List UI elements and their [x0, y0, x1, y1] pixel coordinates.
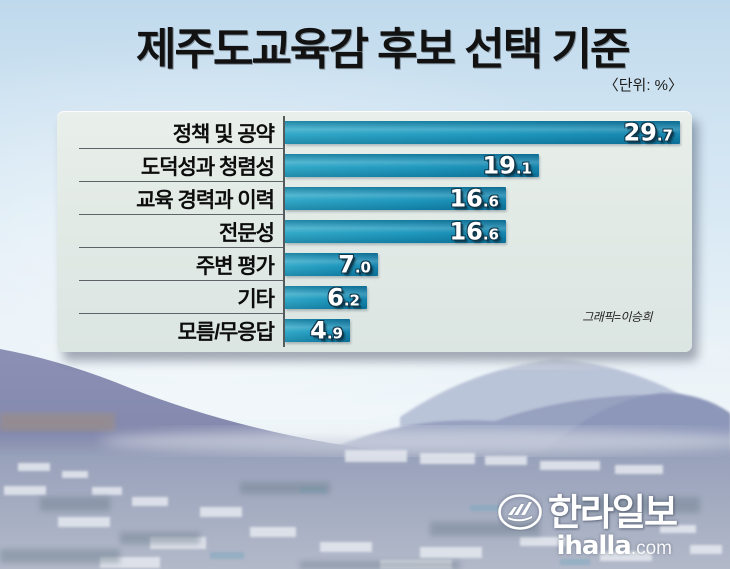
chart-row: 도덕성과 청렴성 19.1 [57, 149, 692, 182]
halla-mountain-emblem-icon [498, 494, 542, 530]
vegetation-patches [0, 482, 700, 569]
page-title: 제주도교육감 후보 선택 기준 [136, 25, 630, 74]
unit-label: 〈단위: %〉 [603, 77, 683, 94]
row-label: 교육 경력과 이력 [136, 188, 275, 212]
chart-row: 모름/무응답 4.9 [57, 314, 692, 347]
logo-domain-bold: ihalla [556, 531, 631, 561]
row-label-cell: 전문성 [57, 215, 283, 248]
row-label: 기타 [237, 287, 275, 311]
chart-row: 정책 및 공약 29.7 [57, 116, 692, 149]
value-dec: .6 [482, 225, 499, 244]
row-label-cell: 정책 및 공약 [57, 116, 283, 149]
value-dec: .9 [326, 324, 343, 343]
logo-wordmark-line: 한라일보 [497, 491, 678, 533]
value-int: 19 [482, 151, 516, 180]
value-int: 16 [449, 184, 483, 213]
hillside-clearing [0, 413, 115, 431]
chart-row: 전문성 16.6 [57, 215, 692, 248]
row-bar-cell: 7.0 [283, 248, 692, 281]
value-int: 16 [449, 217, 483, 246]
value-dec: .1 [515, 159, 532, 178]
graphic-credit: 그래픽=이승희 [582, 310, 652, 324]
value-dec: .0 [354, 258, 371, 277]
row-label-cell: 모름/무응답 [57, 314, 283, 347]
row-bar-cell: 16.6 [283, 182, 692, 215]
value-int: 7 [338, 250, 355, 279]
row-bar-cell: 4.9 [283, 314, 692, 347]
bar-value: 6.2 [327, 285, 360, 309]
bar: 6.2 [285, 285, 367, 309]
bar: 16.6 [285, 219, 506, 243]
bar-value: 16.6 [449, 219, 499, 243]
row-label-cell: 도덕성과 청렴성 [57, 149, 283, 182]
bar: 7.0 [285, 252, 378, 276]
value-dec: .2 [343, 291, 360, 310]
row-label: 정책 및 공약 [172, 122, 275, 146]
row-label: 모름/무응답 [177, 320, 275, 344]
row-bar-cell: 6.2 [283, 281, 692, 314]
halla-ilbo-logo: 한라일보 ihalla.com [497, 491, 678, 559]
jeju-landscape-photo [0, 337, 730, 569]
row-label: 전문성 [219, 221, 275, 245]
row-label-cell: 주변 평가 [57, 248, 283, 281]
row-label-cell: 교육 경력과 이력 [57, 182, 283, 215]
row-bar-cell: 16.6 [283, 215, 692, 248]
chart-rows: 정책 및 공약 29.7 도덕성과 청렴성 19.1 교육 경력과 이력 16.… [57, 116, 692, 347]
value-dec: .7 [656, 126, 673, 145]
chart-panel: 정책 및 공약 29.7 도덕성과 청렴성 19.1 교육 경력과 이력 16.… [57, 111, 692, 352]
logo-newspaper-name: 한라일보 [547, 491, 678, 533]
bar: 19.1 [285, 153, 539, 177]
value-int: 6 [327, 283, 344, 312]
row-bar-cell: 29.7 [283, 116, 692, 149]
bar: 4.9 [285, 318, 350, 342]
bar-value: 7.0 [338, 252, 371, 276]
logo-domain-line: ihalla.com [556, 533, 672, 559]
bar-value: 16.6 [449, 186, 499, 210]
value-int: 29 [623, 118, 657, 147]
value-dec: .6 [482, 192, 499, 211]
bar-value: 29.7 [623, 120, 673, 144]
row-label: 도덕성과 청렴성 [140, 155, 275, 179]
bar: 29.7 [285, 120, 680, 144]
row-label-cell: 기타 [57, 281, 283, 314]
chart-row: 주변 평가 7.0 [57, 248, 692, 281]
chart-row: 교육 경력과 이력 16.6 [57, 182, 692, 215]
logo-domain-suffix: .com [630, 538, 672, 559]
bar-value: 4.9 [310, 318, 343, 342]
chart-row: 기타 6.2 [57, 281, 692, 314]
town-haze [100, 428, 730, 454]
bar-value: 19.1 [482, 153, 532, 177]
row-bar-cell: 19.1 [283, 149, 692, 182]
row-label: 주변 평가 [195, 254, 275, 278]
value-int: 4 [310, 316, 327, 345]
bar: 16.6 [285, 186, 506, 210]
